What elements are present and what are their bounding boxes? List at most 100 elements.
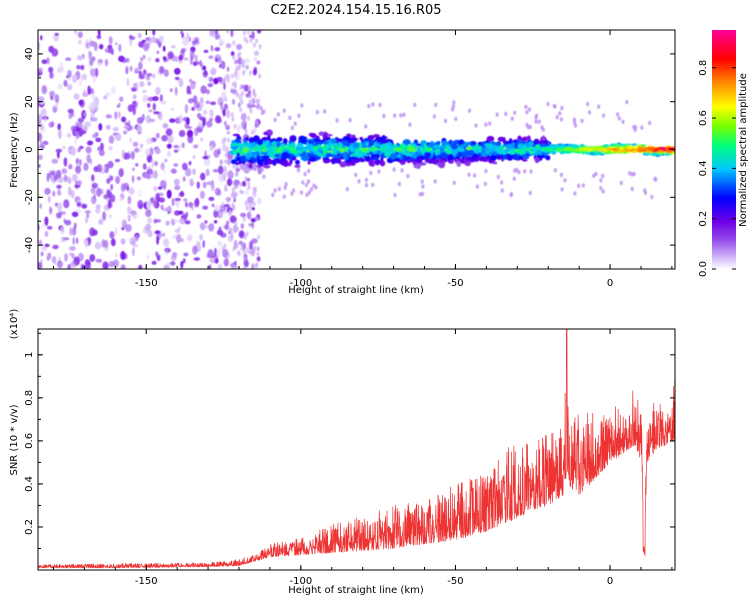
colorbar-cell: [712, 121, 736, 123]
colorbar-label: Normalized spectral amplitude: [738, 73, 749, 227]
heatmap-cell: [436, 141, 441, 145]
heatmap-cell: [359, 136, 364, 141]
heatmap-cell: [136, 116, 144, 125]
heatmap-cell: [40, 35, 43, 41]
y-tick-label: 40: [24, 48, 35, 61]
heatmap-cell: [495, 112, 499, 117]
colorbar-cell: [712, 174, 736, 176]
heatmap-cell: [209, 109, 214, 118]
heatmap-cell: [49, 72, 54, 79]
heatmap-cell: [348, 138, 352, 144]
heatmap-cell: [149, 197, 155, 204]
colorbar-cell: [712, 51, 736, 53]
heatmap-cell: [71, 211, 79, 218]
heatmap-cell: [408, 146, 414, 153]
colorbar-cell: [712, 42, 736, 44]
colorbar-cell: [712, 161, 736, 163]
heatmap-cell: [296, 167, 301, 173]
heatmap-cell: [169, 118, 176, 123]
heatmap-cell: [178, 210, 184, 215]
heatmap-cell: [53, 255, 57, 265]
heatmap-cell: [249, 108, 253, 114]
heatmap-cell: [547, 148, 553, 152]
heatmap-cell: [157, 192, 164, 197]
heatmap-cell: [243, 266, 247, 269]
heatmap-cell: [63, 79, 68, 87]
heatmap-cell: [223, 103, 229, 111]
heatmap-cell: [353, 142, 360, 148]
heatmap-cell: [241, 59, 245, 69]
heatmap-cell: [40, 123, 44, 130]
heatmap-cell: [226, 66, 230, 72]
heatmap-cell: [502, 149, 507, 155]
heatmap-cell: [239, 107, 243, 113]
heatmap-cell: [170, 254, 177, 261]
heatmap-cell: [189, 178, 194, 182]
colorbar-cell: [712, 201, 736, 203]
heatmap-cell: [382, 113, 386, 119]
colorbar-cell: [712, 172, 736, 174]
heatmap-cell: [75, 237, 79, 244]
colorbar-cell: [712, 129, 736, 131]
heatmap-cell: [523, 169, 527, 174]
heatmap-cell: [151, 260, 157, 265]
colorbar-cell: [712, 144, 736, 146]
colorbar-cell: [712, 115, 736, 117]
heatmap-cell: [152, 96, 159, 102]
heatmap-cell: [513, 110, 517, 116]
heatmap-cell: [187, 234, 193, 242]
heatmap-cell: [183, 57, 189, 61]
heatmap-cell: [89, 58, 94, 66]
heatmap-cell: [133, 82, 137, 89]
heatmap-cell: [216, 76, 223, 82]
heatmap-cell: [218, 38, 225, 45]
spectrogram-x-axis-label: Height of straight line (km): [288, 285, 424, 296]
heatmap-cell: [87, 65, 92, 69]
y-tick-label: 1: [24, 352, 35, 358]
colorbar-cell: [712, 267, 736, 269]
heatmap-cell: [183, 252, 189, 257]
heatmap-cell: [128, 187, 135, 195]
heatmap-cell: [295, 159, 300, 165]
heatmap-cell: [184, 104, 189, 114]
colorbar-cell: [712, 196, 736, 198]
snr-y-multiplier: (x10⁴): [9, 309, 20, 340]
heatmap-cell: [125, 66, 129, 75]
heatmap-cell: [522, 158, 528, 162]
colorbar-cell: [712, 268, 736, 270]
colorbar-cell: [712, 86, 736, 88]
colorbar-cell: [712, 199, 736, 201]
heatmap-cell: [199, 234, 204, 241]
heatmap-cell: [106, 178, 111, 184]
heatmap-cell: [182, 176, 186, 182]
heatmap-cell: [188, 161, 192, 166]
heatmap-cell: [203, 158, 211, 167]
heatmap-cell: [580, 118, 584, 124]
heatmap-cell: [192, 155, 196, 159]
heatmap-cell: [193, 257, 201, 261]
colorbar-cell: [712, 35, 736, 37]
heatmap-cell: [142, 42, 150, 52]
heatmap-cell: [165, 128, 173, 137]
heatmap-cell: [41, 245, 48, 251]
colorbar-cell: [712, 65, 736, 67]
heatmap-cell: [238, 102, 241, 108]
heatmap-cell: [519, 149, 522, 155]
heatmap-cell: [160, 162, 165, 171]
heatmap-cell: [191, 206, 195, 211]
heatmap-cell: [98, 218, 104, 225]
heatmap-cell: [354, 158, 362, 163]
colorbar-cell: [712, 251, 736, 253]
heatmap-cell: [315, 141, 322, 145]
heatmap-cell: [257, 197, 262, 205]
heatmap-cell: [129, 236, 137, 241]
heatmap-cell: [252, 186, 256, 192]
heatmap-cell: [108, 36, 113, 45]
heatmap-cell: [260, 151, 269, 155]
colorbar-cell: [712, 125, 736, 127]
heatmap-cell: [488, 121, 492, 126]
heatmap-cell: [85, 146, 92, 154]
heatmap-cell: [496, 174, 500, 180]
heatmap-cell: [192, 168, 196, 175]
heatmap-cell: [242, 69, 246, 75]
